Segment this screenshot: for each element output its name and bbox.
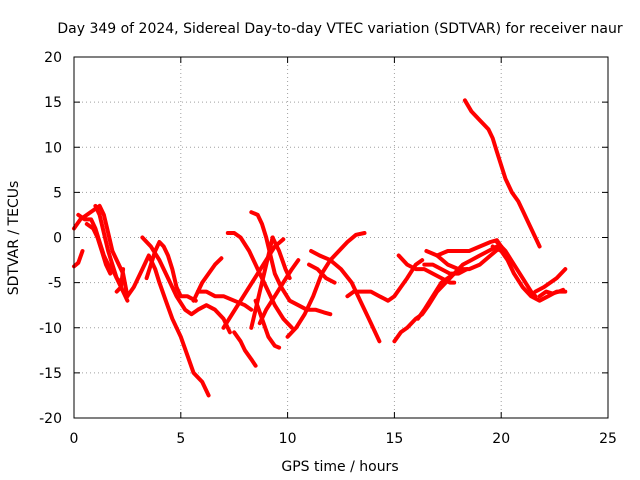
x-tick-label: 25 — [599, 431, 617, 447]
series-arc-32 — [494, 240, 538, 299]
series-arc-14 — [232, 330, 258, 368]
x-axis-label: GPS time / hours — [281, 459, 398, 475]
series-arc-23 — [345, 258, 425, 303]
y-tick-label: -20 — [39, 411, 62, 427]
series-arc-12 — [221, 237, 286, 330]
grid-lines — [74, 57, 608, 418]
series-arc-25 — [415, 271, 457, 321]
series-arc-19 — [270, 235, 292, 281]
series-arc-1 — [72, 249, 85, 269]
data-series — [72, 98, 568, 398]
series-arc-13 — [225, 231, 294, 330]
series-arc-30 — [462, 98, 542, 249]
y-tick-label: 15 — [44, 95, 62, 111]
series-arc-34 — [537, 287, 566, 299]
x-tick-label: 5 — [176, 431, 185, 447]
series-arc-17 — [253, 298, 282, 350]
y-tick-label: -10 — [39, 321, 62, 337]
y-tick-label: -15 — [39, 366, 62, 382]
axis-ticks: 0 5 10 15 20 25 -20 -15 -10 -5 0 5 10 15 20 — [39, 50, 617, 447]
series-arc-2 — [72, 203, 130, 299]
y-tick-label: 5 — [53, 185, 62, 201]
series-arc-33 — [533, 267, 568, 294]
series-arc-5 — [93, 203, 130, 303]
x-tick-label: 20 — [492, 431, 510, 447]
series-arc-20 — [285, 231, 367, 339]
series-arc-22 — [307, 262, 337, 285]
y-tick-label: -5 — [48, 276, 62, 292]
y-axis-label: SDTVAR / TECUs — [6, 181, 22, 296]
x-tick-label: 0 — [70, 431, 79, 447]
series-arc-18 — [257, 258, 301, 326]
series-arc-7 — [125, 253, 211, 398]
series-arc-11 — [195, 289, 254, 312]
series-arc-26 — [396, 253, 457, 285]
series-arc-9 — [144, 240, 198, 303]
chart-title: Day 349 of 2024, Sidereal Day-to-day VTE… — [57, 21, 623, 37]
y-tick-label: 20 — [44, 50, 62, 66]
y-tick-label: 0 — [53, 231, 62, 247]
x-tick-label: 15 — [385, 431, 403, 447]
y-tick-label: 10 — [44, 140, 62, 156]
series-arc-4 — [84, 222, 113, 276]
x-tick-label: 10 — [279, 431, 297, 447]
series-arc-6 — [114, 267, 126, 294]
series-arc-28 — [422, 262, 469, 276]
series-arc-21 — [309, 249, 382, 344]
series-arc-8 — [140, 235, 232, 335]
series-arc-24 — [392, 244, 499, 344]
